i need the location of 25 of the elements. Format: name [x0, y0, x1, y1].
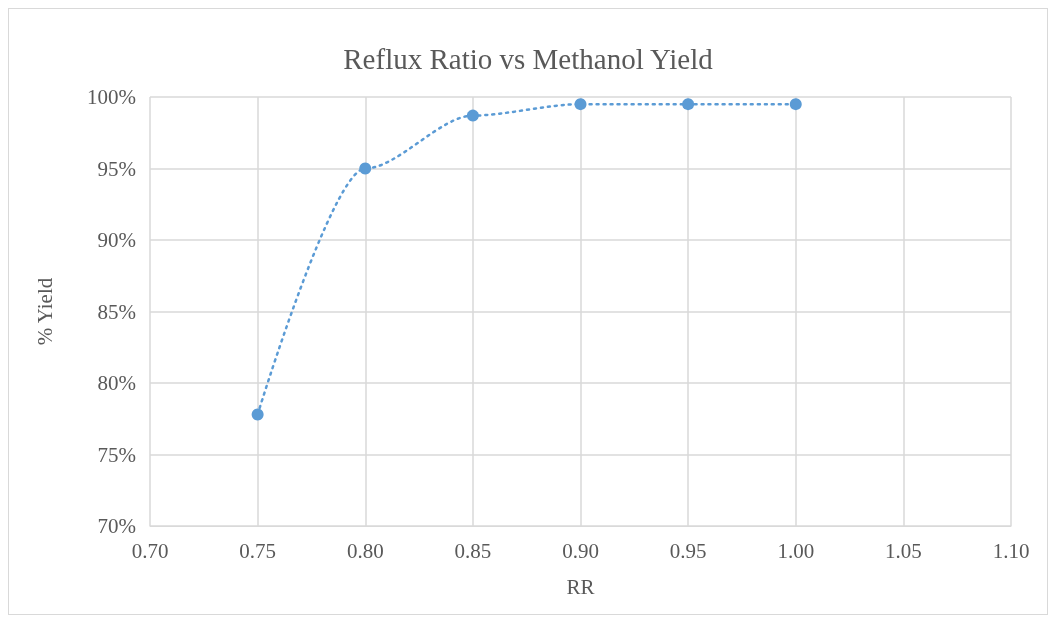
- y-tick-label: 75%: [97, 442, 136, 467]
- point: [789, 98, 802, 111]
- point: [466, 109, 479, 122]
- y-tick-label: 100%: [87, 85, 136, 109]
- point: [682, 98, 695, 111]
- x-tick-label: 0.75: [239, 538, 276, 563]
- y-tick-label: 85%: [97, 299, 136, 324]
- y-tick-label: 80%: [97, 371, 136, 395]
- y-tick-label: 70%: [97, 514, 136, 538]
- x-tick-label: 0.80: [346, 538, 384, 563]
- x-tick-label: 1.00: [777, 538, 815, 563]
- x-tick-label: 1.10: [992, 538, 1030, 563]
- x-tick-label: 0.95: [669, 538, 707, 563]
- point: [359, 162, 372, 175]
- y-tick-label: 95%: [97, 156, 136, 181]
- x-axis-title: RR: [566, 574, 595, 599]
- x-tick-label: 1.05: [885, 538, 922, 563]
- chart-title: Reflux Ratio vs Methanol Yield: [343, 42, 714, 75]
- y-axis-title: % Yield: [32, 277, 57, 346]
- x-tick-label: 0.85: [454, 538, 492, 563]
- point: [251, 408, 264, 421]
- y-tick-label: 90%: [97, 228, 136, 252]
- x-tick-label: 0.70: [131, 538, 169, 563]
- x-tick-label: 0.90: [562, 538, 599, 563]
- point: [574, 98, 587, 111]
